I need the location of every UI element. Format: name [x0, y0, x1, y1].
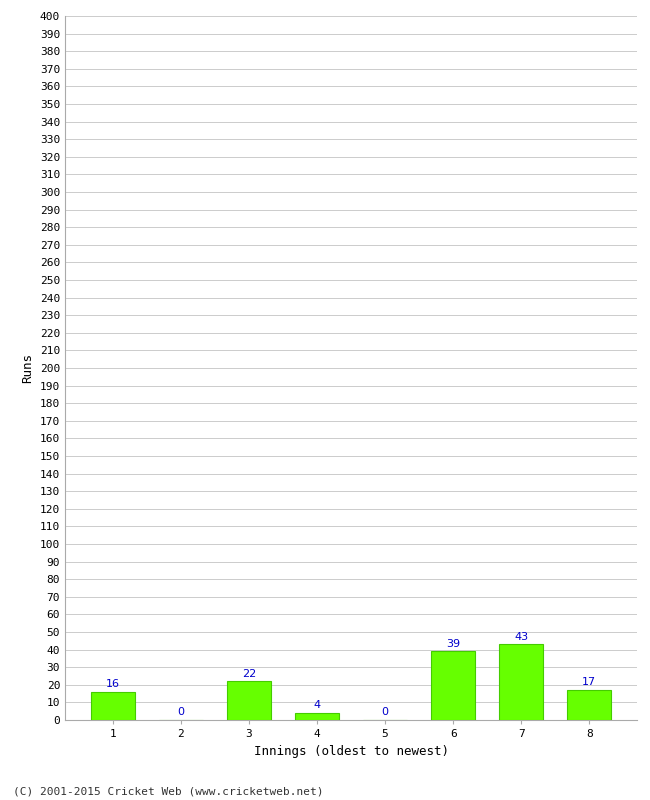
- Bar: [431, 651, 475, 720]
- Bar: [295, 713, 339, 720]
- Text: 0: 0: [382, 707, 389, 718]
- Text: (C) 2001-2015 Cricket Web (www.cricketweb.net): (C) 2001-2015 Cricket Web (www.cricketwe…: [13, 786, 324, 796]
- Bar: [499, 644, 543, 720]
- Bar: [227, 682, 271, 720]
- Text: 22: 22: [242, 669, 256, 678]
- Y-axis label: Runs: Runs: [21, 353, 34, 383]
- Text: 4: 4: [313, 700, 320, 710]
- Bar: [90, 692, 135, 720]
- Text: 43: 43: [514, 632, 528, 642]
- Bar: [567, 690, 612, 720]
- Text: 39: 39: [446, 638, 460, 649]
- Text: 16: 16: [106, 679, 120, 690]
- X-axis label: Innings (oldest to newest): Innings (oldest to newest): [254, 745, 448, 758]
- Text: 17: 17: [582, 678, 597, 687]
- Text: 0: 0: [177, 707, 184, 718]
